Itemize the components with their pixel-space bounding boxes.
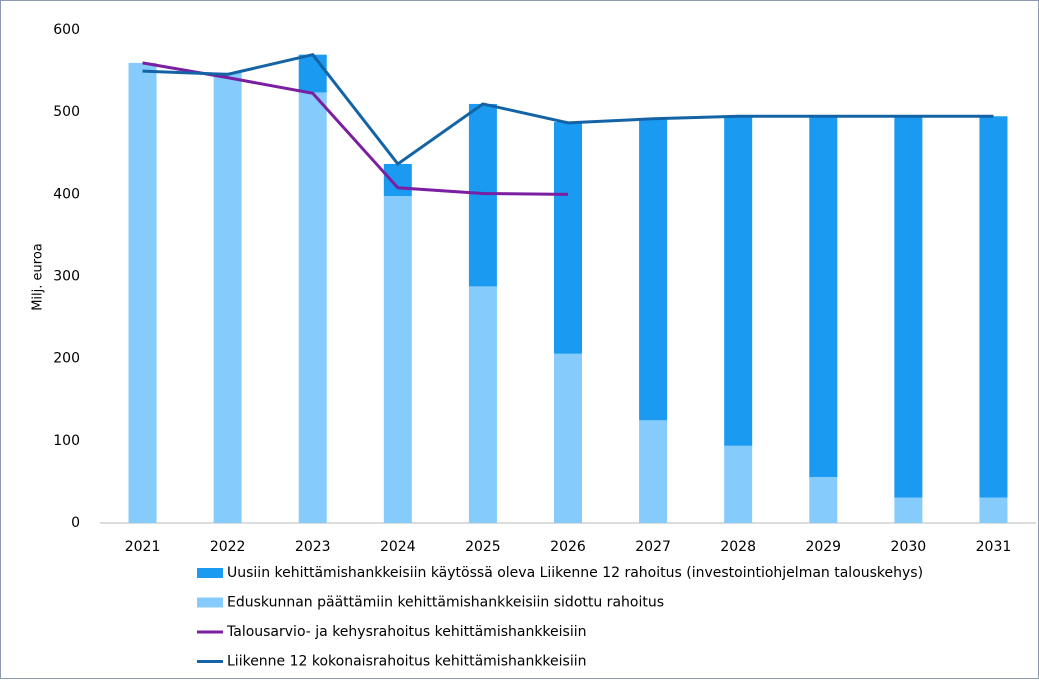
bar <box>468 103 497 287</box>
bar <box>809 116 838 477</box>
y-tick-label: 600 <box>53 22 80 38</box>
legend-label: Liikenne 12 kokonaisrahoitus kehittämish… <box>227 654 586 670</box>
x-tick-label: 2026 <box>550 539 586 555</box>
x-tick-label: 2031 <box>976 539 1012 555</box>
x-tick-label: 2030 <box>891 539 927 555</box>
line <box>142 52 994 166</box>
bar <box>213 72 242 523</box>
bar <box>639 118 668 421</box>
y-tick-label: 400 <box>53 186 80 202</box>
bar <box>724 116 753 446</box>
bar <box>468 286 497 523</box>
y-tick-label: 300 <box>53 269 80 285</box>
x-tick-label: 2028 <box>720 539 756 555</box>
bar <box>128 62 157 523</box>
bar <box>383 163 412 196</box>
bar <box>298 92 327 524</box>
bar <box>809 476 838 523</box>
bar <box>298 54 327 93</box>
x-tick-label: 2024 <box>380 539 416 555</box>
y-axis-label: Milj. euroa <box>31 243 46 311</box>
bar <box>724 445 753 523</box>
x-tick-label: 2021 <box>125 539 161 555</box>
y-tick-label: 100 <box>53 433 80 449</box>
x-tick-label: 2022 <box>210 539 246 555</box>
y-tick-label: 0 <box>71 515 80 531</box>
bar <box>894 116 923 498</box>
bar <box>979 497 1008 523</box>
legend-swatch <box>197 597 223 608</box>
y-tick-label: 200 <box>53 351 80 367</box>
legend-label: Talousarvio- ja kehysrahoitus kehittämis… <box>226 624 587 640</box>
bar <box>383 195 412 523</box>
y-tick-label: 500 <box>53 104 80 120</box>
legend-label: Eduskunnan päättämiin kehittämishankkeis… <box>227 595 664 611</box>
x-tick-label: 2029 <box>805 539 841 555</box>
bar <box>979 116 1008 498</box>
x-tick-label: 2025 <box>465 539 501 555</box>
bar <box>639 420 668 523</box>
x-tick-label: 2027 <box>635 539 671 555</box>
bar <box>554 122 582 354</box>
legend-label: Uusiin kehittämishankkeisiin käytössä ol… <box>227 565 923 581</box>
x-tick-label: 2023 <box>295 539 331 555</box>
legend-swatch <box>197 568 223 578</box>
bar <box>554 353 582 523</box>
bar <box>894 497 923 523</box>
